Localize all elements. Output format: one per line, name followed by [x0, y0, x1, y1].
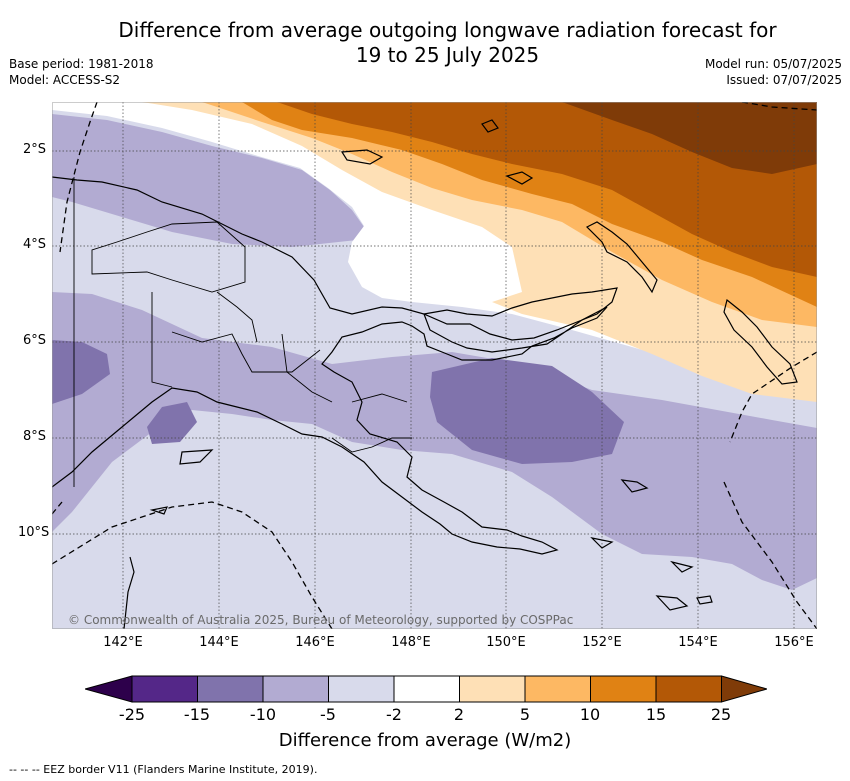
lon-label-144e: 144°E	[199, 635, 239, 650]
eez-legend-note: -- -- -- EEZ border V11 (Flanders Marine…	[9, 763, 318, 776]
issued-date: Issued: 07/07/2025	[726, 73, 842, 87]
lat-label-6s: 6°S	[22, 333, 46, 348]
coastlines	[52, 119, 798, 629]
colorbar-extend-low	[85, 675, 133, 703]
colorbar-label: 10	[579, 705, 601, 724]
lon-label-142e: 142°E	[103, 635, 143, 650]
anomaly-band-minus10	[52, 292, 817, 590]
model-name: Model: ACCESS-S2	[9, 73, 121, 87]
lat-label-10s: 10°S	[18, 525, 50, 540]
colorbar-swatch	[524, 675, 591, 703]
colorbar-label: 2	[453, 705, 465, 724]
colorbar-label: -10	[249, 705, 277, 724]
colorbar-label: -25	[118, 705, 146, 724]
province-boundaries	[73, 177, 412, 487]
colorbar-swatch	[655, 675, 722, 703]
anomaly-band-minus15	[430, 358, 624, 464]
colorbar-swatch	[393, 675, 460, 703]
colorbar-label: 25	[710, 705, 732, 724]
colorbar-swatch	[590, 675, 657, 703]
anomaly-band-plus25	[562, 102, 817, 174]
anomaly-band-minus10-north	[52, 114, 364, 247]
meta-left: Base period: 1981-2018 Model: ACCESS-S2	[9, 56, 154, 88]
colorbar-swatch	[262, 675, 329, 703]
title-line-1: Difference from average outgoing longwav…	[118, 18, 777, 42]
lon-label-156e: 156°E	[774, 635, 814, 650]
base-period: Base period: 1981-2018	[9, 57, 154, 71]
map-title: Difference from average outgoing longwav…	[60, 18, 835, 68]
colorbar-label: 5	[519, 705, 531, 724]
lon-label-148e: 148°E	[391, 635, 431, 650]
anomaly-band-minus15-south	[147, 402, 197, 444]
meta-right: Model run: 05/07/2025 Issued: 07/07/2025	[705, 56, 842, 88]
colorbar-label: -15	[183, 705, 211, 724]
lon-label-150e: 150°E	[486, 635, 526, 650]
colorbar-swatch	[131, 675, 198, 703]
title-line-2: 19 to 25 July 2025	[355, 43, 540, 67]
lon-label-152e: 152°E	[582, 635, 622, 650]
colorbar-label: -5	[320, 705, 336, 724]
colorbar-extend-high	[721, 675, 767, 703]
colorbar-swatch	[328, 675, 395, 703]
colorbar-title: Difference from average (W/m2)	[278, 730, 572, 751]
lat-label-2s: 2°S	[22, 142, 46, 157]
colorbar	[85, 675, 767, 703]
colorbar-label: 15	[645, 705, 667, 724]
anomaly-band-minus15-west	[52, 340, 110, 404]
lat-label-4s: 4°S	[22, 237, 46, 252]
colorbar-label: -2	[386, 705, 402, 724]
lat-label-8s: 8°S	[22, 429, 46, 444]
anomaly-map	[52, 102, 817, 629]
lon-label-154e: 154°E	[678, 635, 718, 650]
copyright-notice: © Commonwealth of Australia 2025, Bureau…	[68, 613, 574, 627]
lon-label-146e: 146°E	[295, 635, 335, 650]
colorbar-swatch	[197, 675, 264, 703]
model-run: Model run: 05/07/2025	[704, 57, 842, 71]
colorbar-swatch	[459, 675, 526, 703]
eez-borders	[52, 102, 817, 629]
